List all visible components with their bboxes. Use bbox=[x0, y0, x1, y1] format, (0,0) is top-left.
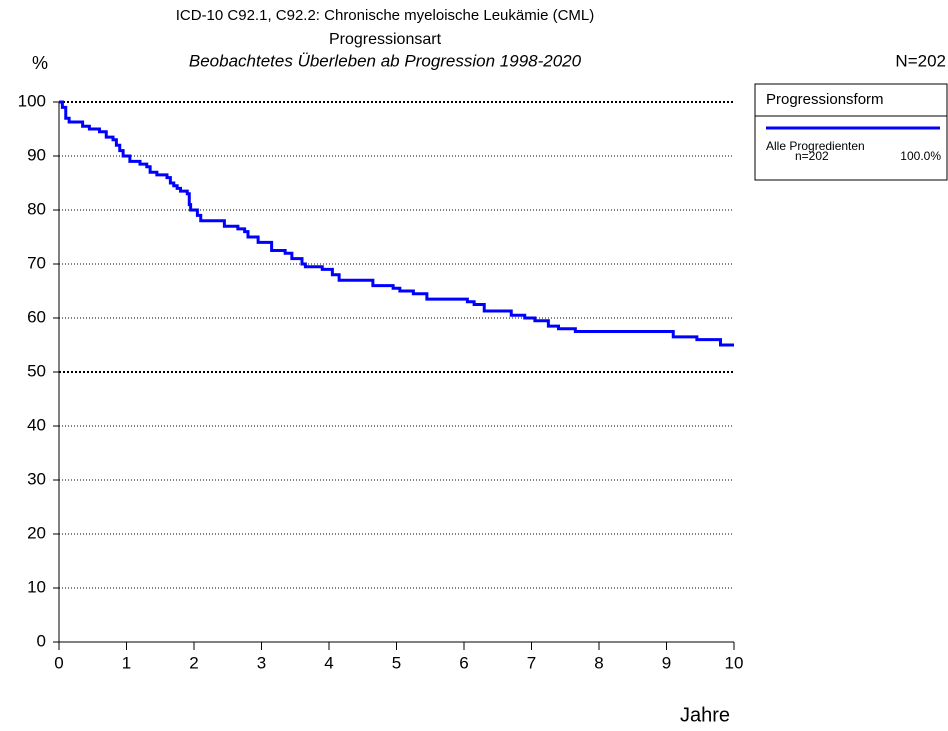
x-tick-label: 3 bbox=[257, 653, 266, 672]
y-tick-label: 100 bbox=[18, 91, 46, 110]
x-tick-label: 0 bbox=[54, 653, 63, 672]
y-tick-label: 70 bbox=[27, 253, 46, 272]
y-tick-label: 90 bbox=[27, 145, 46, 164]
chart-title: ICD-10 C92.1, C92.2: Chronische myeloisc… bbox=[176, 7, 595, 24]
x-tick-label: 10 bbox=[725, 653, 744, 672]
x-tick-label: 9 bbox=[662, 653, 671, 672]
y-tick-label: 60 bbox=[27, 307, 46, 326]
legend-n: n=202 bbox=[795, 149, 829, 163]
legend-box bbox=[754, 83, 948, 181]
survival-line bbox=[59, 100, 734, 347]
x-tick-label: 8 bbox=[594, 653, 603, 672]
x-tick-label: 5 bbox=[392, 653, 401, 672]
y-tick-label: 40 bbox=[27, 415, 46, 434]
n-total: N=202 bbox=[895, 51, 946, 70]
x-tick-label: 1 bbox=[122, 653, 131, 672]
legend-label: Alle Progredienten bbox=[766, 139, 865, 153]
y-axis-label: % bbox=[32, 53, 48, 73]
chart-subtitle: Progressionsart bbox=[329, 31, 442, 48]
x-tick-label: 2 bbox=[189, 653, 198, 672]
y-tick-label: 0 bbox=[37, 631, 46, 650]
y-tick-label: 80 bbox=[27, 199, 46, 218]
x-axis-label: Jahre bbox=[680, 704, 730, 726]
legend-title: Progressionsform bbox=[766, 91, 884, 108]
y-tick-label: 10 bbox=[27, 577, 46, 596]
x-tick-label: 6 bbox=[459, 653, 468, 672]
x-tick-label: 4 bbox=[324, 653, 333, 672]
x-tick-label: 7 bbox=[527, 653, 536, 672]
y-tick-label: 20 bbox=[27, 523, 46, 542]
y-tick-label: 50 bbox=[27, 361, 46, 380]
legend-share: 100.0% bbox=[900, 149, 941, 163]
y-tick-label: 30 bbox=[27, 469, 46, 488]
chart-subtitle: Beobachtetes Überleben ab Progression 19… bbox=[189, 51, 582, 70]
